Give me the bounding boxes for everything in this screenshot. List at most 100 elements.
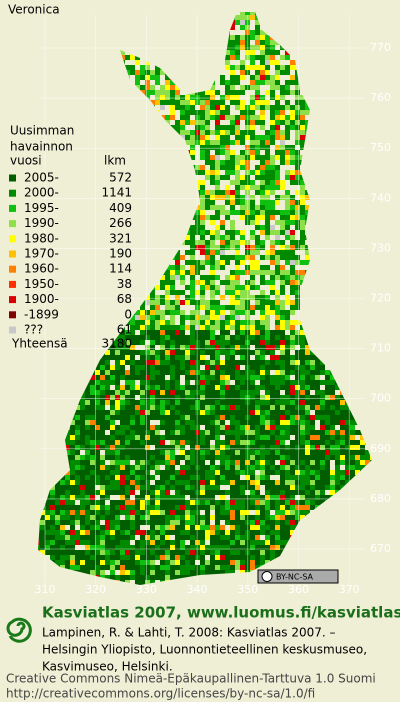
grid-square <box>180 430 185 435</box>
grid-square <box>235 125 240 130</box>
grid-square <box>320 430 325 435</box>
grid-square <box>225 350 230 355</box>
grid-square <box>145 295 150 300</box>
grid-square <box>170 405 175 410</box>
grid-square <box>230 50 235 55</box>
grid-square <box>120 430 125 435</box>
grid-square <box>215 425 220 430</box>
grid-square <box>310 385 315 390</box>
grid-square <box>195 375 200 380</box>
grid-square <box>235 280 240 285</box>
grid-square <box>185 95 190 100</box>
grid-square <box>165 305 170 310</box>
grid-square <box>310 435 315 440</box>
grid-square <box>225 340 230 345</box>
grid-square <box>315 385 320 390</box>
grid-square <box>120 395 125 400</box>
grid-square <box>260 170 265 175</box>
grid-square <box>180 410 185 415</box>
grid-square <box>75 450 80 455</box>
grid-square <box>285 220 290 225</box>
grid-square <box>265 300 270 305</box>
grid-square <box>235 415 240 420</box>
grid-square <box>190 235 195 240</box>
grid-square <box>130 435 135 440</box>
grid-square <box>250 145 255 150</box>
grid-square <box>210 155 215 160</box>
grid-square <box>290 360 295 365</box>
grid-square <box>230 405 235 410</box>
grid-square <box>295 435 300 440</box>
grid-square <box>215 130 220 135</box>
grid-square <box>350 430 355 435</box>
grid-square <box>300 335 305 340</box>
grid-square <box>235 375 240 380</box>
grid-square <box>260 105 265 110</box>
grid-square <box>280 320 285 325</box>
grid-square <box>240 65 245 70</box>
grid-square <box>175 325 180 330</box>
grid-square <box>105 370 110 375</box>
grid-square <box>285 130 290 135</box>
grid-square <box>185 325 190 330</box>
grid-square <box>195 290 200 295</box>
grid-square <box>275 135 280 140</box>
grid-square <box>250 310 255 315</box>
grid-square <box>215 400 220 405</box>
grid-square <box>225 395 230 400</box>
grid-square <box>225 55 230 60</box>
grid-square <box>285 400 290 405</box>
grid-square <box>275 410 280 415</box>
grid-square <box>130 385 135 390</box>
grid-square <box>260 190 265 195</box>
grid-square <box>275 180 280 185</box>
grid-square <box>85 445 90 450</box>
grid-square <box>180 255 185 260</box>
grid-square <box>125 340 130 345</box>
grid-square <box>200 385 205 390</box>
grid-square <box>300 390 305 395</box>
grid-square <box>300 130 305 135</box>
grid-square <box>80 395 85 400</box>
grid-square <box>95 365 100 370</box>
grid-square <box>150 395 155 400</box>
grid-square <box>295 445 300 450</box>
grid-square <box>300 105 305 110</box>
grid-square <box>195 355 200 360</box>
grid-square <box>195 265 200 270</box>
grid-square <box>225 200 230 205</box>
grid-square <box>120 420 125 425</box>
grid-square <box>280 215 285 220</box>
grid-square <box>135 400 140 405</box>
grid-square <box>275 260 280 265</box>
grid-square <box>290 170 295 175</box>
grid-square <box>255 25 260 30</box>
grid-square <box>260 430 265 435</box>
grid-square <box>250 430 255 435</box>
grid-square <box>135 340 140 345</box>
grid-square <box>300 440 305 445</box>
grid-square <box>280 145 285 150</box>
grid-square <box>165 75 170 80</box>
grid-square <box>210 115 215 120</box>
grid-square <box>170 450 175 455</box>
grid-square <box>305 255 310 260</box>
grid-square <box>275 370 280 375</box>
grid-square <box>245 12 250 15</box>
grid-square <box>205 380 210 385</box>
grid-square <box>255 355 260 360</box>
grid-square <box>310 405 315 410</box>
grid-square <box>325 385 330 390</box>
grid-square <box>195 110 200 115</box>
grid-square <box>290 430 295 435</box>
grid-square <box>195 305 200 310</box>
grid-square <box>170 315 175 320</box>
grid-square <box>140 325 145 330</box>
grid-square <box>200 100 205 105</box>
grid-square <box>165 120 170 125</box>
grid-square <box>225 345 230 350</box>
grid-square <box>285 135 290 140</box>
grid-square <box>280 55 285 60</box>
grid-square <box>295 440 300 445</box>
grid-square <box>250 305 255 310</box>
